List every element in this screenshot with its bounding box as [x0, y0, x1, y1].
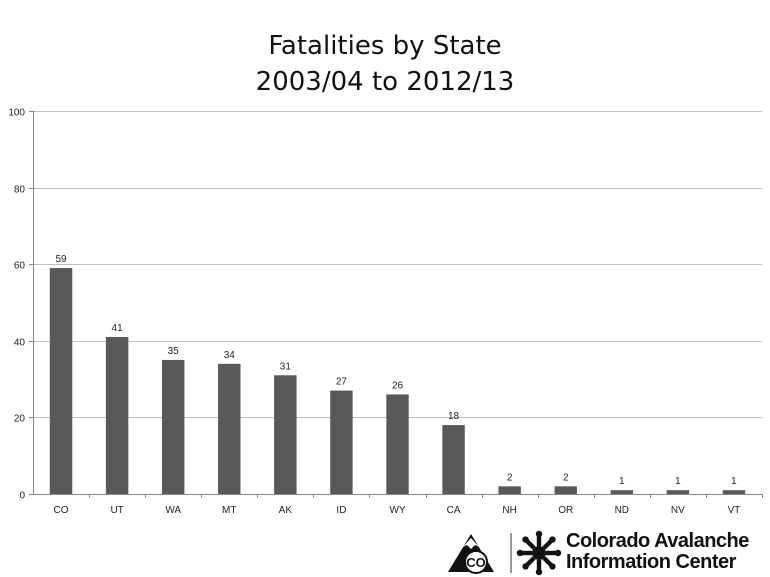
y-tick-label: 20	[14, 414, 26, 425]
axes	[29, 111, 763, 498]
bar-id	[330, 390, 353, 494]
x-tick-label: WA	[165, 505, 181, 516]
x-tick-label: NH	[502, 505, 516, 516]
org-name-line2: Information Center	[566, 551, 736, 573]
bar-ut	[105, 336, 129, 494]
y-tick-label: 80	[14, 185, 26, 196]
data-label: 59	[55, 254, 67, 265]
bar-nd	[610, 490, 634, 494]
x-tick-label: ID	[336, 505, 346, 516]
bar-nv	[666, 490, 690, 494]
x-tick-label: MT	[222, 505, 236, 516]
data-label: 41	[112, 323, 124, 334]
x-tick-label: OR	[558, 505, 573, 516]
y-tick-label: 0	[19, 491, 25, 502]
x-tick-label: AK	[279, 505, 293, 516]
data-label: 1	[731, 476, 737, 487]
bar-ca	[442, 425, 465, 494]
mountain-badge-icon: CO	[448, 534, 494, 574]
x-tick-label: VT	[728, 505, 741, 516]
chart-subtitle: 2003/04 to 2012/13	[255, 67, 515, 97]
bar-mt	[218, 363, 241, 494]
chart-title: Fatalities by State	[268, 31, 502, 61]
y-tick-label: 100	[8, 108, 25, 119]
data-label: 31	[280, 361, 292, 372]
caic-logo: CO	[448, 530, 562, 576]
gridlines	[33, 111, 762, 418]
data-labels: 59 41 35 34 31 27 26 18 2 2 1 1 1	[55, 254, 737, 487]
chart-title-block: Fatalities by State 2003/04 to 2012/13	[0, 28, 770, 100]
data-label: 1	[675, 476, 681, 487]
x-tick-label: CA	[447, 505, 461, 516]
bar-vt	[722, 490, 746, 494]
bar-wy	[386, 394, 409, 494]
data-label: 18	[448, 411, 460, 422]
y-tick-label: 40	[14, 338, 26, 349]
x-tick-label: ND	[615, 505, 629, 516]
bar-ak	[274, 375, 297, 494]
bar-nh	[498, 486, 521, 494]
x-tick-label: UT	[110, 505, 123, 516]
data-label: 34	[224, 350, 236, 361]
data-label: 1	[619, 476, 625, 487]
x-tick-label: CO	[54, 505, 69, 516]
data-label: 2	[563, 472, 569, 483]
bar-or	[554, 486, 577, 494]
bar-wa	[161, 359, 185, 494]
logo-badge-text: CO	[466, 555, 486, 570]
bars	[49, 268, 746, 494]
bar-co	[49, 268, 73, 494]
org-name: Colorado Avalanche Information Center	[566, 531, 749, 573]
y-tick-label: 60	[14, 261, 26, 272]
data-label: 26	[392, 380, 404, 391]
tick-labels: 0 20 40 60 80 100 CO UT WA MT AK ID WY CA NH OR ND NV VT	[8, 108, 740, 517]
x-tick-label: NV	[671, 505, 685, 516]
data-label: 35	[168, 346, 180, 357]
data-label: 2	[507, 472, 513, 483]
snowflake-icon	[516, 530, 562, 576]
x-tick-label: WY	[389, 505, 405, 516]
org-name-line1: Colorado Avalanche	[566, 530, 749, 552]
data-label: 27	[336, 377, 348, 388]
